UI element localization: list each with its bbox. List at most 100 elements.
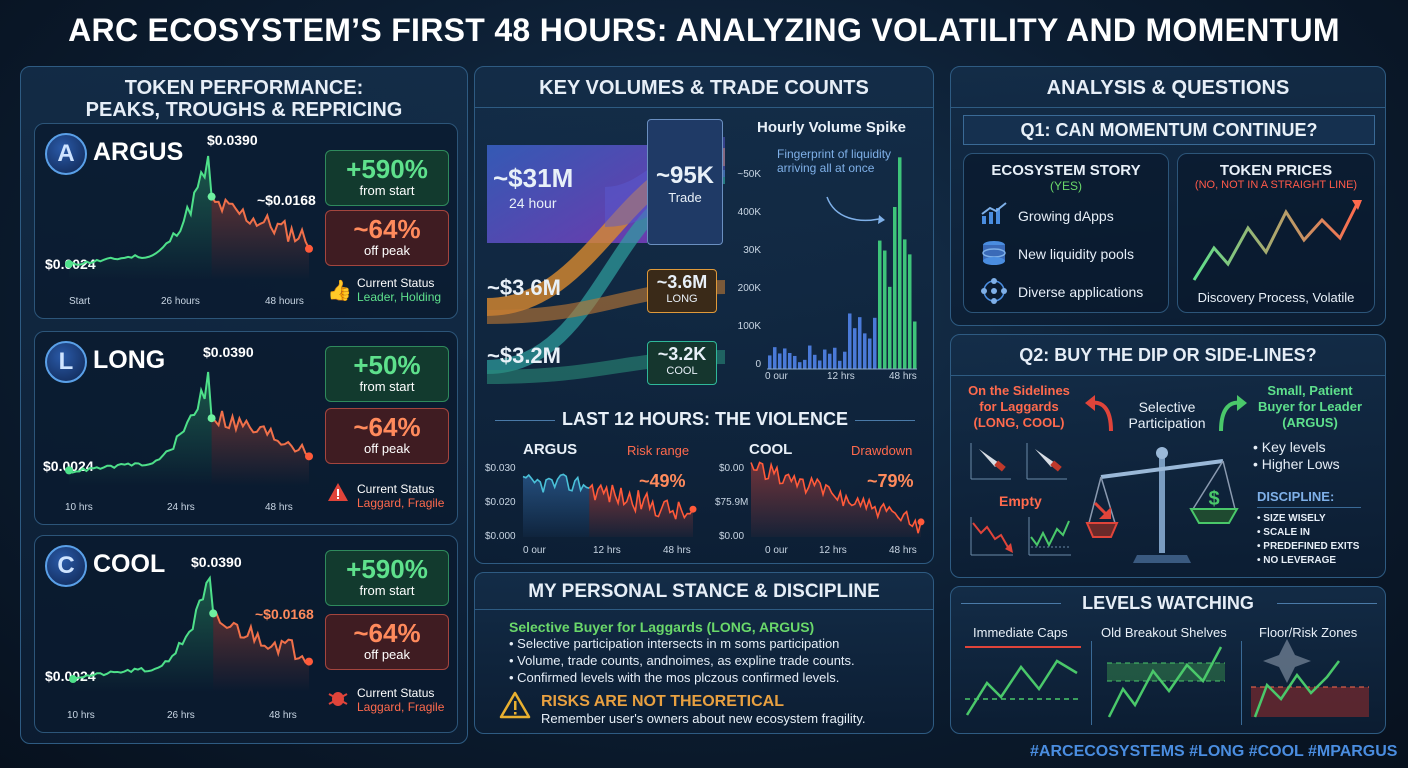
peak-price: $0.0390: [203, 344, 254, 360]
volume-bar: [828, 353, 832, 369]
y-tick: $0.00: [719, 531, 745, 542]
volume-bar: [863, 333, 867, 369]
hashtags: #ARCECOSYSTEMS #LONG #COOL #MPARGUS: [1030, 743, 1398, 760]
start-point: [65, 260, 73, 269]
violence-divider-left: [495, 420, 555, 421]
y-tick: 0: [755, 359, 761, 370]
x-tick: 48 hrs: [889, 371, 917, 382]
drawdown-area: [589, 484, 693, 537]
x-tick: 48 hrs: [663, 545, 691, 556]
volume-bar: [908, 254, 912, 369]
long-volume-label: LONG: [666, 293, 698, 305]
peak-point: [209, 609, 218, 618]
stance-panel: MY PERSONAL STANCE & DISCIPLINE Selectiv…: [474, 572, 934, 734]
token-name: COOL: [93, 550, 166, 578]
price-caption: Discovery Process, Volatile: [1197, 290, 1355, 305]
retrace-line: [213, 612, 310, 664]
q1-title: Q1: CAN MOMENTUM CONTINUE?: [1020, 120, 1318, 140]
analysis-title: ANALYSIS & QUESTIONS: [1046, 77, 1290, 99]
volume-value-3: ~$3.2M: [487, 343, 561, 368]
volume-bar: [913, 321, 917, 369]
long-price-chart: [65, 371, 313, 486]
y-tick: $0.000: [485, 531, 516, 542]
spike-chart-title: Hourly Volume Spike: [757, 119, 906, 136]
end-point: [917, 518, 925, 526]
sidelines-line: for Laggards: [979, 399, 1059, 414]
trade-count-label: Trade: [668, 190, 702, 205]
start-point: [69, 675, 77, 684]
token-card-cool[interactable]: C COOL $0.0390 ~$0.0168 $0.0024 10 hrs 2…: [34, 535, 458, 733]
rise-line: [68, 155, 213, 266]
retrace-area: [213, 613, 309, 692]
rise-line: [68, 371, 213, 474]
retrace-area: [211, 410, 309, 486]
risk-text: Remember user's owners about new ecosyst…: [541, 711, 866, 726]
cool-price-chart: [69, 575, 313, 692]
peak-point: [207, 414, 216, 423]
peak-price: $0.0390: [207, 132, 258, 148]
drawdown-badge: ~64% off peak: [325, 210, 449, 266]
knife-icon: [970, 443, 1011, 480]
volume-bar: [788, 353, 792, 369]
x-tick: 12 hrs: [827, 371, 855, 382]
volume-24h-value: ~$31M: [493, 163, 574, 193]
volume-bar: [888, 286, 892, 369]
levels-divider-right: [1277, 603, 1377, 604]
growth-chart-icon: [981, 202, 1007, 224]
gain-label: from start: [359, 379, 415, 394]
long-logo: L: [45, 341, 87, 383]
token-performance-title: TOKEN PERFORMANCE: PEAKS, TROUGHS & REPR…: [21, 77, 467, 121]
thumbs-up-icon: 👍: [327, 280, 352, 302]
gain-value: +50%: [353, 350, 421, 380]
discipline-underline: [1257, 507, 1361, 508]
volume-bar: [803, 359, 807, 369]
token-card-argus[interactable]: A ARGUS $0.0390 ~$0.0168 $0.0024 Start 2…: [34, 123, 458, 319]
analysis-divider: [951, 107, 1385, 108]
gain-value: +590%: [346, 554, 428, 584]
q2-divider: [951, 375, 1385, 376]
gain-badge: +590% from start: [325, 550, 449, 606]
trade-count-box: ~95K Trade: [647, 119, 723, 245]
token-card-long[interactable]: L LONG $0.0390 $0.0024 10 hrs 24 hrs 48 …: [34, 331, 458, 525]
down-arrow-icon: [1093, 501, 1111, 519]
volume-value-2: ~$3.6M: [487, 275, 561, 300]
annotation-arrow: [826, 196, 885, 224]
token-prices-card: TOKEN PRICES (NO, NOT IN A STRAIGHT LINE…: [1177, 153, 1375, 313]
eco-item: New liquidity pools: [1018, 246, 1134, 262]
axis-label: 48 hrs: [265, 502, 293, 513]
current-price: ~$0.0168: [255, 606, 314, 622]
drawdown-area: [751, 462, 921, 537]
leader-buyer-title: Small, Patient Buyer for Leader (ARGUS): [1243, 383, 1377, 431]
axis-label: Start: [69, 296, 91, 307]
sidelines-line: On the Sidelines: [968, 383, 1070, 398]
immediate-caps-chart: [965, 646, 1081, 716]
selective-line: Participation: [1128, 415, 1206, 431]
stance-subhead: Selective Buyer for Laggards (LONG, ARGU…: [509, 619, 815, 635]
levels-panel: LEVELS WATCHING Immediate Caps Old Break…: [950, 586, 1386, 734]
volume-bar: [783, 348, 787, 369]
gain-badge: +590% from start: [325, 150, 449, 206]
volume-bar: [773, 347, 777, 369]
volatile-price-chart: [1192, 200, 1362, 281]
pre-drop-line: [522, 473, 590, 493]
volumes-panel: KEY VOLUMES & TRADE COUNTS ~$31M 24 hour…: [474, 66, 934, 564]
token-performance-panel: TOKEN PERFORMANCE: PEAKS, TROUGHS & REPR…: [20, 66, 468, 744]
axis-label: 48 hrs: [269, 710, 297, 721]
discipline-item: • PREDEFINED EXITS: [1257, 541, 1360, 552]
level-chart-label: Old Breakout Shelves: [1101, 625, 1227, 640]
network-icon: [981, 278, 1007, 304]
selective-line: Selective: [1138, 399, 1196, 415]
leader-bullet: • Higher Lows: [1253, 456, 1340, 472]
end-point: [689, 505, 697, 513]
volume-bar: [853, 328, 857, 369]
y-tick: 200K: [737, 283, 761, 294]
curved-arrow-left-icon: [1085, 395, 1113, 432]
argus-risk-tag: Risk range: [627, 443, 690, 458]
levels-sep: [1241, 641, 1242, 725]
downtrend-mini-chart: [970, 517, 1013, 556]
volume-bar: [903, 239, 907, 369]
discipline-item: • SCALE IN: [1257, 527, 1310, 538]
retrace-area: [211, 196, 309, 280]
empty-label: Empty: [999, 493, 1042, 509]
end-point: [305, 657, 313, 666]
